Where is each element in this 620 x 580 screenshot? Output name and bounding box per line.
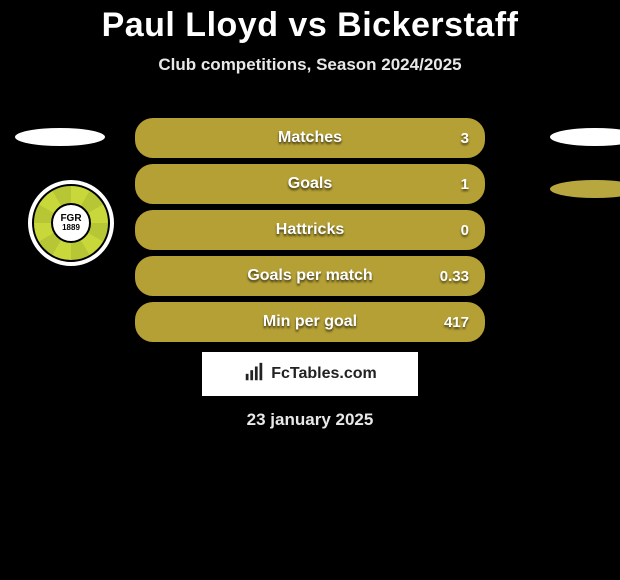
chart-icon xyxy=(243,361,265,388)
stat-row: Goals 1 xyxy=(135,164,485,204)
stat-value-player2: 1 xyxy=(461,176,469,193)
stat-row: Matches 3 xyxy=(135,118,485,158)
stat-value-player2: 3 xyxy=(461,130,469,147)
brand-box[interactable]: FcTables.com xyxy=(202,352,418,396)
stat-label: Matches xyxy=(278,129,342,147)
crest-text-bottom: 1889 xyxy=(62,224,80,232)
stat-label: Min per goal xyxy=(263,313,357,331)
team-badge-placeholder-right-1 xyxy=(550,128,620,146)
stat-label: Hattricks xyxy=(276,221,344,239)
team-crest: FGR 1889 xyxy=(28,180,114,266)
team-badge-placeholder-left xyxy=(15,128,105,146)
date-text: 23 january 2025 xyxy=(0,410,620,430)
stat-row: Min per goal 417 xyxy=(135,302,485,342)
page-title: Paul Lloyd vs Bickerstaff xyxy=(0,0,620,45)
stat-label: Goals xyxy=(288,175,332,193)
stat-value-player2: 0.33 xyxy=(440,268,469,285)
stat-value-player2: 0 xyxy=(461,222,469,239)
stat-value-player2: 417 xyxy=(444,314,469,331)
stats-table: Matches 3 Goals 1 Hattricks 0 Goals per match 0… xyxy=(135,118,485,348)
stat-row: Goals per match 0.33 xyxy=(135,256,485,296)
stat-row: Hattricks 0 xyxy=(135,210,485,250)
stat-label: Goals per match xyxy=(247,267,372,285)
brand-text: FcTables.com xyxy=(271,365,377,383)
team-badge-placeholder-right-2 xyxy=(550,180,620,198)
subtitle: Club competitions, Season 2024/2025 xyxy=(0,55,620,75)
